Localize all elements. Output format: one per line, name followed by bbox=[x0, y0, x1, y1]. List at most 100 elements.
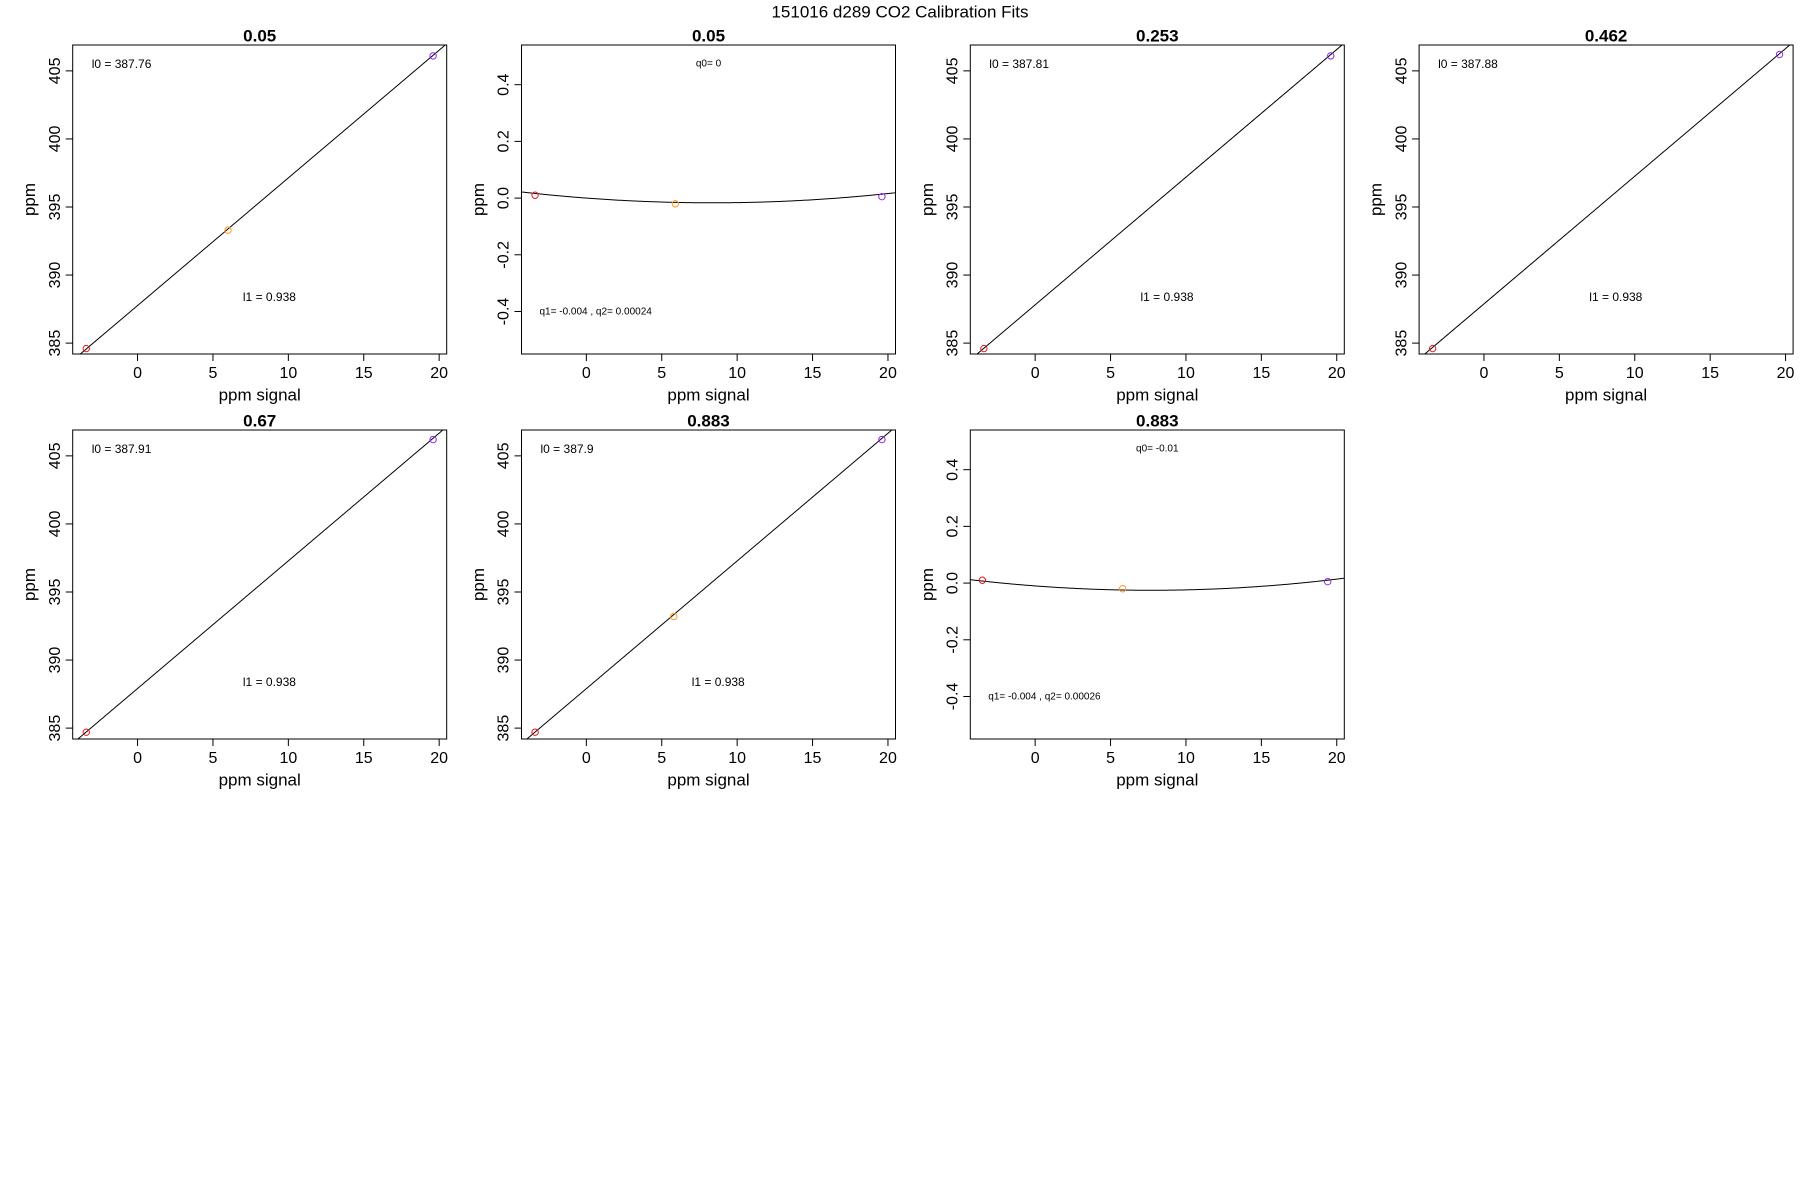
x-tick-label: 0 bbox=[582, 365, 591, 382]
x-tick-label: 10 bbox=[1177, 750, 1195, 767]
x-tick-label: 20 bbox=[1328, 365, 1346, 382]
y-tick-label: -0.2 bbox=[945, 626, 962, 654]
plot-frame bbox=[1418, 44, 1794, 355]
x-tick-label: 20 bbox=[879, 750, 897, 767]
x-tick-label: 0 bbox=[582, 750, 591, 767]
y-tick-label: 405 bbox=[1393, 57, 1410, 84]
panel-title: 0.67 bbox=[243, 411, 276, 430]
y-tick-label: 395 bbox=[47, 579, 64, 606]
y-tick-label: 400 bbox=[47, 125, 64, 152]
x-tick-label: 10 bbox=[728, 365, 746, 382]
y-axis-label: ppm bbox=[20, 183, 39, 216]
fit-line bbox=[976, 45, 1343, 354]
fit-annotation: l1 = 0.938 bbox=[243, 675, 296, 689]
y-tick-label: 405 bbox=[496, 442, 513, 469]
fit-annotation: l0 = 387.88 bbox=[1438, 57, 1498, 71]
plot-frame bbox=[72, 429, 448, 740]
fit-annotation: q1= -0.004 , q2= 0.00024 bbox=[540, 307, 653, 318]
panel: 0.67 ppm signal ppm 0 5 10 15 20 385 390 395 400 405… bbox=[20, 411, 448, 789]
x-tick-label: 15 bbox=[355, 365, 373, 382]
y-tick-label: 0.0 bbox=[945, 572, 962, 594]
fit-annotation: l0 = 387.81 bbox=[989, 57, 1049, 71]
x-tick-label: 15 bbox=[1252, 750, 1270, 767]
x-tick-label: 10 bbox=[728, 750, 746, 767]
x-tick-label: 10 bbox=[279, 750, 297, 767]
x-tick-label: 15 bbox=[804, 750, 822, 767]
panel-title: 0.883 bbox=[1136, 411, 1179, 430]
fit-annotation: l1 = 0.938 bbox=[1589, 290, 1642, 304]
y-tick-label: 385 bbox=[945, 330, 962, 357]
y-tick-label: -0.4 bbox=[496, 298, 513, 326]
fit-annotation: l0 = 387.76 bbox=[92, 57, 152, 71]
y-tick-label: 400 bbox=[945, 125, 962, 152]
x-tick-label: 20 bbox=[1777, 365, 1795, 382]
y-tick-label: 405 bbox=[47, 57, 64, 84]
data-point bbox=[531, 728, 539, 736]
plot-frame bbox=[969, 429, 1345, 740]
data-point bbox=[1775, 50, 1784, 59]
y-tick-label: -0.4 bbox=[945, 683, 962, 711]
x-tick-label: 15 bbox=[355, 750, 373, 767]
data-point bbox=[1118, 585, 1127, 593]
y-tick-label: 395 bbox=[47, 194, 64, 221]
y-tick-label: 400 bbox=[496, 510, 513, 537]
y-tick-label: 390 bbox=[945, 262, 962, 289]
x-tick-label: 10 bbox=[1626, 365, 1644, 382]
fit-annotation: l1 = 0.938 bbox=[692, 675, 745, 689]
x-tick-label: 0 bbox=[1479, 365, 1488, 382]
y-tick-label: 405 bbox=[945, 57, 962, 84]
data-point bbox=[82, 344, 90, 353]
y-tick-label: 0.4 bbox=[496, 73, 513, 95]
fit-line bbox=[526, 430, 893, 739]
data-point bbox=[531, 191, 539, 199]
x-tick-label: 20 bbox=[430, 750, 448, 767]
x-tick-label: 15 bbox=[1701, 365, 1719, 382]
x-tick-label: 20 bbox=[1328, 750, 1346, 767]
x-tick-label: 20 bbox=[879, 365, 897, 382]
y-tick-label: 390 bbox=[496, 647, 513, 674]
plot-frame bbox=[521, 44, 896, 355]
x-axis-label: ppm signal bbox=[667, 770, 749, 789]
x-axis-label: ppm signal bbox=[1116, 770, 1198, 789]
x-tick-label: 5 bbox=[208, 750, 217, 767]
data-point bbox=[429, 52, 437, 60]
data-point bbox=[878, 435, 886, 444]
x-tick-label: 5 bbox=[1555, 365, 1564, 382]
x-tick-label: 5 bbox=[1106, 365, 1115, 382]
y-tick-label: 405 bbox=[47, 442, 64, 469]
main-title: 151016 d289 CO2 Calibration Fits bbox=[771, 2, 1028, 21]
x-tick-label: 5 bbox=[208, 365, 217, 382]
x-axis-label: ppm signal bbox=[219, 770, 301, 789]
panel-title: 0.05 bbox=[243, 26, 276, 45]
y-tick-label: 385 bbox=[47, 330, 64, 357]
y-tick-label: 395 bbox=[945, 194, 962, 221]
data-point bbox=[82, 728, 90, 736]
x-tick-label: 5 bbox=[657, 365, 666, 382]
x-tick-label: 0 bbox=[1031, 750, 1040, 767]
y-axis-label: ppm bbox=[918, 568, 937, 601]
y-tick-label: 390 bbox=[47, 262, 64, 289]
y-tick-label: 385 bbox=[496, 715, 513, 742]
fit-line bbox=[79, 45, 447, 354]
plot-frame bbox=[521, 429, 896, 740]
x-tick-label: 20 bbox=[430, 365, 448, 382]
data-point bbox=[671, 200, 680, 208]
y-axis-label: ppm bbox=[918, 183, 937, 216]
x-tick-label: 15 bbox=[1252, 365, 1270, 382]
y-tick-label: 390 bbox=[1393, 262, 1410, 289]
data-point bbox=[429, 435, 437, 444]
fit-line bbox=[521, 191, 896, 204]
data-point bbox=[224, 226, 232, 234]
y-tick-label: 0.2 bbox=[496, 130, 513, 152]
y-tick-label: 385 bbox=[1393, 330, 1410, 357]
x-axis-label: ppm signal bbox=[1565, 385, 1647, 404]
fit-line bbox=[970, 577, 1345, 591]
panel-title: 0.05 bbox=[692, 26, 725, 45]
y-tick-label: 0.4 bbox=[945, 458, 962, 480]
panel-title: 0.253 bbox=[1136, 26, 1179, 45]
fit-annotation: q1= -0.004 , q2= 0.00026 bbox=[988, 692, 1101, 703]
data-point bbox=[878, 192, 886, 201]
x-axis-label: ppm signal bbox=[219, 385, 301, 404]
y-tick-label: 390 bbox=[47, 647, 64, 674]
